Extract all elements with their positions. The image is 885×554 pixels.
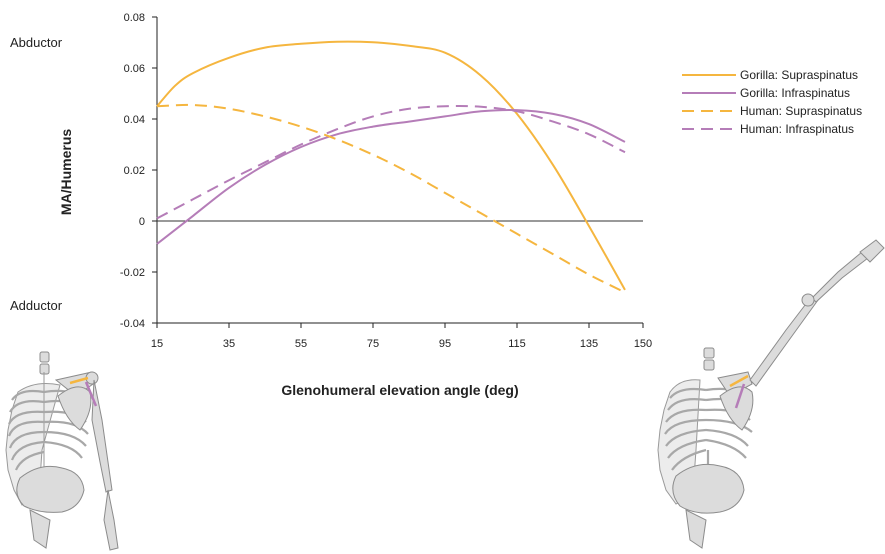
legend-label: Gorilla: Supraspinatus: [740, 68, 858, 82]
skeleton-right-illustration: [657, 239, 885, 549]
x-tick-label: 55: [295, 338, 307, 350]
legend: Gorilla: Supraspinatus Gorilla: Infraspin…: [682, 68, 862, 136]
y-tick-label: 0.02: [124, 165, 145, 177]
x-tick-label: 115: [508, 338, 526, 350]
x-tick-label: 150: [634, 338, 652, 350]
x-tick-label: 135: [580, 338, 598, 350]
skeleton-left-illustration: [5, 351, 119, 551]
y-tick-label: -0.02: [120, 267, 145, 279]
y-tick-label: 0.08: [124, 12, 145, 24]
abductor-label: Abductor: [10, 35, 63, 50]
y-tick-label: 0.06: [124, 63, 145, 75]
x-axis-title: Glenohumeral elevation angle (deg): [281, 382, 518, 398]
x-tick-label: 75: [367, 338, 379, 350]
series-line-1: [156, 40, 626, 291]
y-tick-label: -0.04: [120, 318, 145, 330]
series-line-2: [156, 108, 626, 245]
legend-label: Human: Infraspinatus: [740, 122, 854, 136]
y-tick-label: 0: [139, 216, 145, 228]
x-tick-label: 35: [223, 338, 235, 350]
legend-label: Human: Supraspinatus: [740, 104, 862, 118]
series-line-3: [156, 103, 626, 294]
series-lines: [156, 40, 626, 294]
legend-label: Gorilla: Infraspinatus: [740, 86, 850, 100]
adductor-label: Adductor: [10, 298, 63, 313]
series-line-4: [156, 105, 626, 220]
x-axis-ticks: 15 35 55 75 95 115 135 150: [151, 323, 652, 350]
y-tick-label: 0.04: [124, 114, 145, 126]
y-axis-title: MA/Humerus: [58, 129, 74, 216]
x-tick-label: 95: [439, 338, 451, 350]
y-axis-ticks: 0.08 0.06 0.04 0.02 0 -0.02 -0.04: [120, 12, 157, 330]
x-tick-label: 15: [151, 338, 163, 350]
